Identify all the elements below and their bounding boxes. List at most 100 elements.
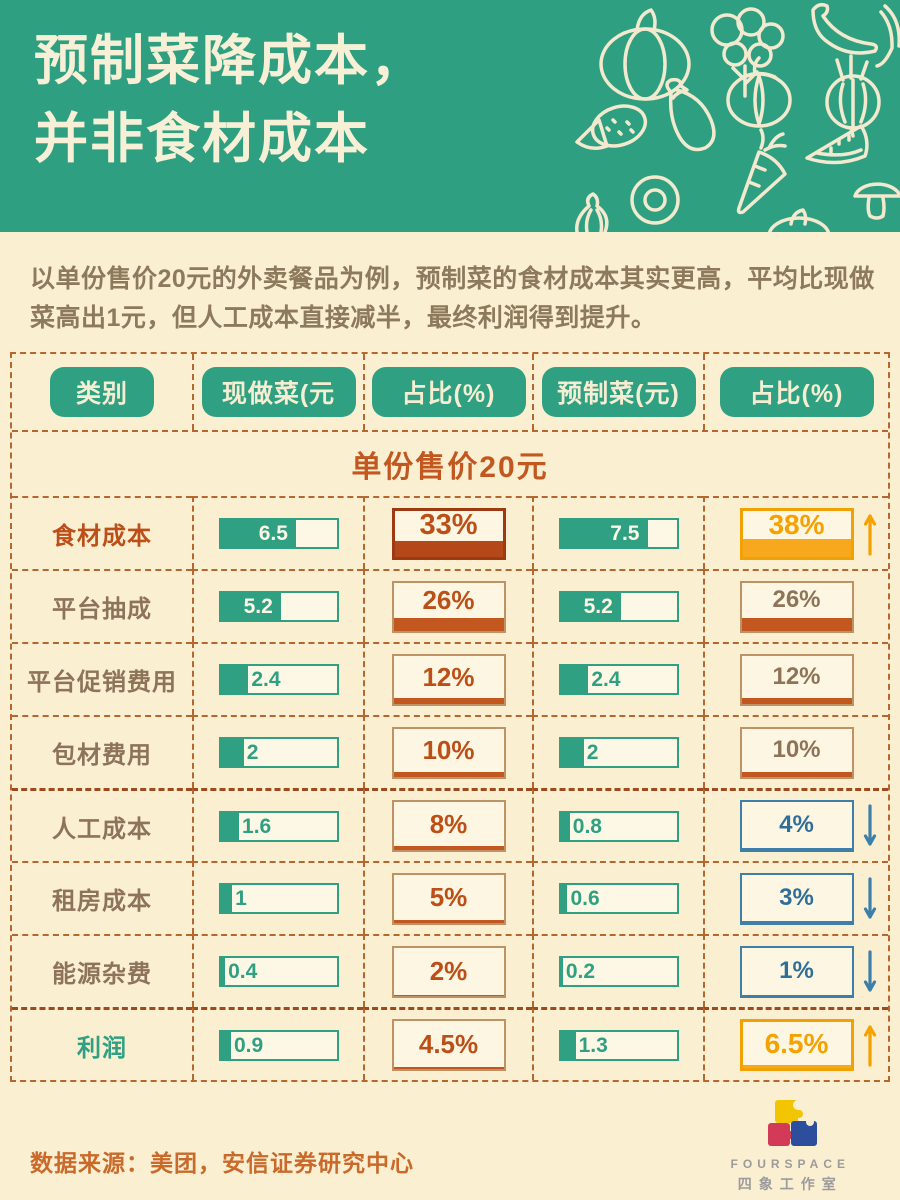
fresh-percent-cell: 26%	[363, 569, 532, 642]
column-header-premade: 预制菜(元)	[532, 354, 703, 430]
fresh-value-cell: 0.4	[192, 934, 363, 1007]
arrow-down-icon	[863, 876, 877, 919]
premade-value-cell: 5.2	[532, 569, 703, 642]
fresh-percent: 2%	[365, 936, 532, 1007]
percent-value: 6.5%	[764, 1027, 829, 1059]
bar-fill	[560, 739, 584, 766]
percent-fill	[393, 618, 504, 631]
percent-fill	[741, 697, 852, 704]
studio-logo: FOURSPACE 四象工作室	[731, 1098, 850, 1194]
column-header-premade-pct: 占比(%)	[703, 354, 888, 430]
fresh-value-cell: 1	[192, 861, 363, 934]
header-banner: 预制菜降成本， 并非食材成本	[0, 0, 900, 232]
premade-percent-cell: 3%	[703, 861, 888, 934]
fresh-value-cell: 0.9	[192, 1007, 363, 1080]
percent-value: 38%	[768, 508, 825, 540]
fresh-bar: 0.4	[218, 956, 339, 987]
row-label-cell: 人工成本	[12, 788, 192, 861]
premade-bar: 2	[558, 737, 679, 768]
premade-value-cell: 0.8	[532, 788, 703, 861]
table-subtitle: 单份售价20元	[351, 451, 549, 484]
bar-fill	[220, 885, 233, 912]
bar-value: 0.6	[570, 887, 600, 910]
percent-value: 2%	[429, 956, 468, 987]
page-title-line2: 并非食材成本	[34, 109, 370, 169]
percent-fill	[393, 697, 504, 704]
premade-percent: 4%	[705, 791, 888, 861]
fresh-value-cell: 1.6	[192, 788, 363, 861]
premade-percent: 10%	[705, 717, 888, 788]
premade-percent-cell: 4%	[703, 788, 888, 861]
column-header-fresh-pct: 占比(%)	[363, 354, 532, 430]
bar-fill	[560, 812, 570, 840]
arrow-down-icon	[863, 804, 877, 846]
percent-gauge: 33%	[391, 507, 506, 560]
logo-name-cn: 四象工作室	[737, 1176, 843, 1192]
row-label: 平台抽成	[52, 596, 152, 623]
percent-gauge: 26%	[739, 580, 854, 633]
percent-fill	[741, 921, 852, 923]
percent-gauge: 6.5%	[739, 1019, 854, 1071]
bar-fill: 5.2	[560, 593, 621, 620]
fresh-bar: 2	[218, 737, 339, 768]
row-label-cell: 能源杂费	[12, 934, 192, 1007]
fresh-bar: 6.5	[218, 518, 339, 549]
premade-value-cell: 7.5	[532, 496, 703, 569]
arrow-up-icon	[863, 1025, 877, 1067]
percent-gauge: 12%	[391, 653, 506, 706]
premade-bar: 5.2	[558, 591, 679, 622]
bar-value: 7.5	[610, 522, 640, 545]
percent-gauge: 8%	[391, 800, 506, 852]
fresh-percent-cell: 4.5%	[363, 1007, 532, 1080]
data-source-text: 数据来源：美团，安信证券研究中心	[30, 1150, 414, 1176]
row-label: 能源杂费	[52, 961, 152, 988]
percent-value: 26%	[772, 586, 821, 614]
premade-bar: 2.4	[558, 664, 679, 695]
percent-gauge: 3%	[739, 872, 854, 925]
bar-value: 0.8	[572, 814, 602, 838]
arrow-down-icon	[863, 949, 877, 992]
percent-gauge: 4.5%	[391, 1019, 506, 1071]
premade-value-cell: 1.3	[532, 1007, 703, 1080]
percent-fill	[393, 846, 504, 850]
bar-value: 5.2	[243, 595, 273, 618]
bar-fill	[560, 885, 568, 912]
page-title-line1: 预制菜降成本，	[34, 31, 426, 91]
row-label-cell: 利润	[12, 1007, 192, 1080]
percent-gauge: 10%	[739, 726, 854, 779]
row-label: 利润	[77, 1034, 127, 1062]
fresh-percent-cell: 8%	[363, 788, 532, 861]
intro-paragraph: 以单份售价20元的外卖餐品为例，预制菜的食材成本其实更高，平均比现做菜高出1元，…	[30, 265, 875, 332]
fresh-percent: 8%	[365, 791, 532, 861]
fresh-percent-cell: 33%	[363, 496, 532, 569]
percent-gauge: 10%	[391, 726, 506, 779]
premade-percent: 6.5%	[705, 1010, 888, 1080]
fresh-bar: 1.6	[218, 810, 339, 842]
premade-bar: 0.6	[558, 883, 679, 914]
fresh-bar: 2.4	[218, 664, 339, 695]
row-label-cell: 食材成本	[12, 496, 192, 569]
premade-percent: 38%	[705, 498, 888, 569]
percent-gauge: 4%	[739, 800, 854, 852]
fresh-percent: 26%	[365, 571, 532, 642]
percent-fill	[393, 994, 504, 996]
premade-percent: 26%	[705, 571, 888, 642]
percent-value: 4%	[779, 811, 814, 839]
percent-fill	[742, 539, 851, 557]
bar-fill	[220, 739, 244, 766]
bar-value: 0.9	[233, 1033, 264, 1057]
premade-value-cell: 2.4	[532, 642, 703, 715]
fresh-bar: 5.2	[218, 591, 339, 622]
bar-fill: 7.5	[560, 520, 648, 547]
column-header-pill: 占比(%)	[719, 367, 874, 417]
premade-bar: 0.8	[558, 810, 679, 842]
bar-value: 0.2	[565, 960, 596, 983]
fresh-percent: 10%	[365, 717, 532, 788]
premade-percent-cell: 26%	[703, 569, 888, 642]
bar-value: 2.4	[251, 668, 281, 691]
percent-fill	[741, 848, 852, 850]
premade-percent: 12%	[705, 644, 888, 715]
percent-fill	[741, 771, 852, 777]
percent-gauge: 38%	[739, 507, 854, 560]
arrow-up-icon	[863, 513, 877, 556]
